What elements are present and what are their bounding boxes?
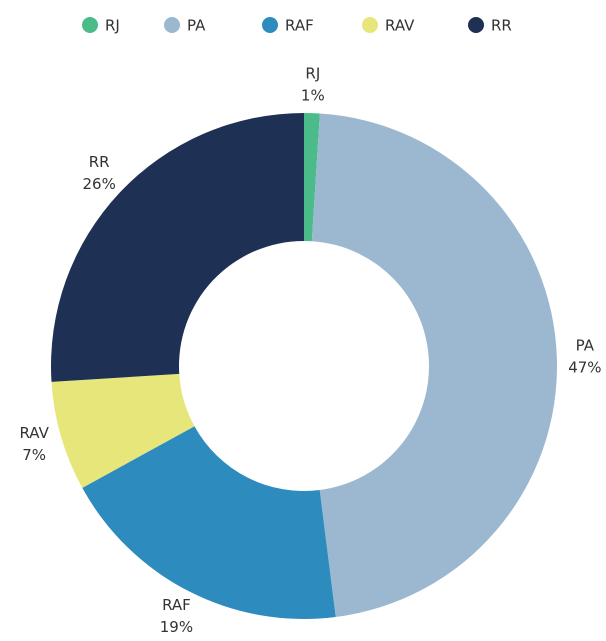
- legend-label: RJ: [105, 17, 120, 35]
- donut-segment: [51, 373, 195, 488]
- legend-marker: [262, 17, 278, 33]
- donut-segment: [304, 113, 320, 242]
- data-label: 26%: [82, 175, 115, 193]
- donut-segment: [50, 113, 304, 382]
- segment-category: RAV: [19, 424, 49, 442]
- segment-category: RAF: [162, 596, 191, 614]
- data-label: 47%: [568, 359, 601, 377]
- legend-label: PA: [187, 17, 206, 35]
- data-label: 1%: [301, 87, 325, 105]
- legend-marker: [362, 17, 378, 33]
- legend-label: RR: [491, 17, 512, 35]
- donut-segment: [82, 426, 336, 619]
- legend-marker: [468, 17, 484, 33]
- segment-category: RR: [89, 153, 110, 171]
- legend-label: RAV: [385, 17, 415, 35]
- legend-marker: [82, 17, 98, 33]
- data-label: 19%: [160, 618, 193, 636]
- legend-marker: [164, 17, 180, 33]
- segment-category: RJ: [305, 65, 320, 83]
- legend-label: RAF: [285, 17, 314, 35]
- segment-category: PA: [576, 337, 595, 355]
- data-label: 7%: [22, 446, 46, 464]
- donut-segment: [311, 113, 557, 618]
